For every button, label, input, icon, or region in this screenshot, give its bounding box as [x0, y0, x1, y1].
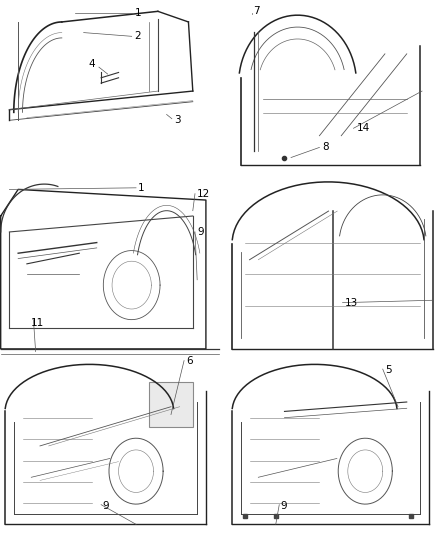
Text: 11: 11 — [30, 318, 44, 328]
Text: 2: 2 — [135, 31, 141, 42]
Text: 4: 4 — [88, 60, 95, 69]
Text: 9: 9 — [281, 500, 287, 511]
Text: 9: 9 — [197, 227, 204, 237]
Text: 14: 14 — [357, 123, 370, 133]
Text: 7: 7 — [253, 6, 260, 17]
Text: 9: 9 — [102, 500, 109, 511]
Text: 13: 13 — [345, 297, 358, 308]
Text: 6: 6 — [186, 356, 193, 366]
Text: 1: 1 — [138, 183, 145, 193]
Text: 5: 5 — [385, 365, 392, 375]
Text: 3: 3 — [174, 115, 181, 125]
Bar — [149, 382, 193, 427]
Text: 1: 1 — [135, 8, 141, 18]
Text: 8: 8 — [322, 142, 329, 152]
Text: 12: 12 — [197, 189, 210, 199]
